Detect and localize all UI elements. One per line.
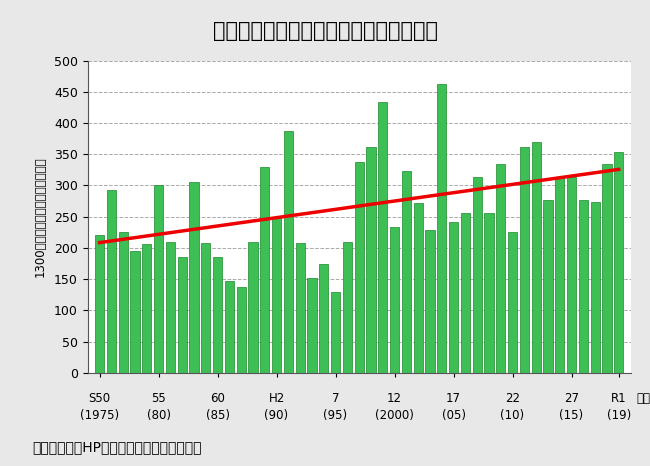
Text: 55: 55 (151, 392, 166, 405)
Bar (390, 226, 399, 373)
Bar (189, 182, 198, 373)
Text: 60: 60 (210, 392, 225, 405)
Bar (225, 281, 234, 373)
Text: 17: 17 (446, 392, 461, 405)
Bar (449, 222, 458, 373)
Bar (248, 242, 257, 373)
Bar (177, 257, 187, 373)
Text: (95): (95) (324, 409, 348, 422)
Text: H2: H2 (268, 392, 285, 405)
Text: (90): (90) (265, 409, 289, 422)
Text: 12: 12 (387, 392, 402, 405)
Text: 資料：気象庁HP掲載資料より林野庁作成。: 資料：気象庁HP掲載資料より林野庁作成。 (32, 440, 202, 454)
Text: (19): (19) (606, 409, 631, 422)
Bar (343, 242, 352, 373)
Bar (378, 103, 387, 373)
Bar (154, 185, 163, 373)
Y-axis label: 1300地点当たりの発生回数（回）: 1300地点当たりの発生回数（回） (34, 157, 47, 277)
Bar (543, 200, 552, 373)
Bar (354, 162, 364, 373)
Bar (461, 213, 470, 373)
Bar (142, 244, 151, 373)
Bar (237, 287, 246, 373)
Bar (307, 278, 317, 373)
Bar (367, 147, 376, 373)
Bar (508, 232, 517, 373)
Bar (614, 152, 623, 373)
Bar (520, 147, 529, 373)
Bar (567, 177, 576, 373)
Text: (10): (10) (500, 409, 525, 422)
Bar (590, 202, 600, 373)
Text: 27: 27 (564, 392, 579, 405)
Text: １時間降水量５０㎜以上の年間発生回数: １時間降水量５０㎜以上の年間発生回数 (213, 21, 437, 41)
Bar (131, 251, 140, 373)
Text: (2000): (2000) (375, 409, 414, 422)
Bar (496, 164, 505, 373)
Text: (85): (85) (205, 409, 229, 422)
Text: （年）: （年） (636, 392, 650, 405)
Bar (331, 292, 340, 373)
Text: (15): (15) (560, 409, 584, 422)
Bar (166, 242, 175, 373)
Bar (296, 243, 305, 373)
Bar (284, 130, 293, 373)
Text: R1: R1 (611, 392, 627, 405)
Bar (260, 167, 269, 373)
Bar (603, 164, 612, 373)
Bar (555, 178, 564, 373)
Bar (437, 84, 447, 373)
Text: (1975): (1975) (80, 409, 119, 422)
Text: (80): (80) (146, 409, 170, 422)
Text: 7: 7 (332, 392, 339, 405)
Bar (107, 190, 116, 373)
Bar (272, 217, 281, 373)
Bar (201, 243, 211, 373)
Bar (413, 203, 423, 373)
Bar (213, 257, 222, 373)
Bar (118, 232, 128, 373)
Bar (319, 263, 328, 373)
Bar (425, 230, 434, 373)
Bar (578, 200, 588, 373)
Text: (05): (05) (441, 409, 465, 422)
Text: S50: S50 (88, 392, 110, 405)
Text: 22: 22 (505, 392, 520, 405)
Bar (402, 171, 411, 373)
Bar (484, 213, 493, 373)
Bar (532, 142, 541, 373)
Bar (95, 235, 104, 373)
Bar (473, 178, 482, 373)
